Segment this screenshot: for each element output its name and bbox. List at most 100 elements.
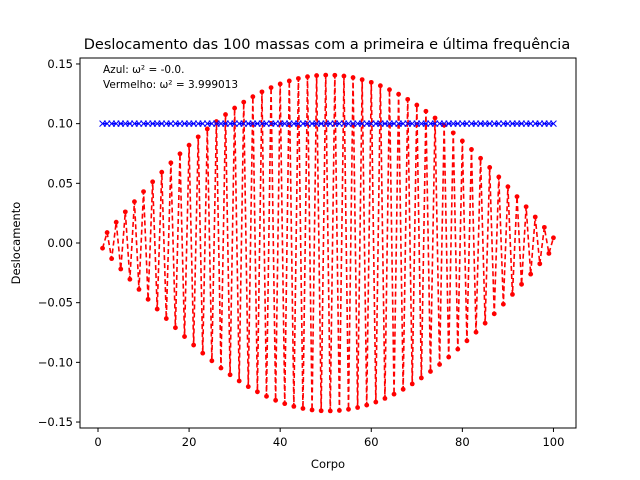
y-tick-label: −0.05 xyxy=(38,296,73,310)
data-point-red xyxy=(514,194,520,200)
data-point-red xyxy=(428,369,433,374)
data-point-red xyxy=(327,408,333,414)
data-point-red xyxy=(496,174,502,180)
data-point-red xyxy=(182,334,187,339)
data-point-red xyxy=(510,292,515,297)
data-point-red xyxy=(373,399,379,405)
x-axis: 0 20 40 60 80 100 xyxy=(94,428,564,449)
data-point-red xyxy=(141,189,146,195)
data-point-red xyxy=(127,276,133,282)
data-point-red xyxy=(259,89,265,95)
y-tick-label: 0.15 xyxy=(47,57,73,71)
y-tick-label: 0.10 xyxy=(47,117,73,131)
data-point-red xyxy=(537,261,543,267)
data-point-red xyxy=(273,397,279,403)
y-tick-label: 0.00 xyxy=(47,236,73,250)
data-point-red xyxy=(346,406,351,412)
data-point-red xyxy=(250,94,256,100)
x-tick-label: 20 xyxy=(182,435,197,449)
data-point-red xyxy=(505,184,511,190)
data-point-red xyxy=(309,407,315,413)
data-point-red xyxy=(163,316,169,321)
data-point-red xyxy=(418,375,424,381)
data-point-red xyxy=(300,406,306,411)
data-point-red xyxy=(382,396,388,401)
data-point-red xyxy=(136,287,142,292)
data-point-red xyxy=(168,160,174,166)
data-point-red xyxy=(482,320,488,326)
data-point-red xyxy=(523,204,529,210)
data-point-red xyxy=(154,306,160,312)
data-point-red xyxy=(341,73,347,79)
data-point-red xyxy=(268,85,274,90)
data-point-red xyxy=(305,74,310,80)
data-point-red xyxy=(113,219,119,225)
data-point-red xyxy=(423,108,429,114)
data-point-red xyxy=(241,99,247,105)
data-point-red xyxy=(200,350,206,356)
data-point-red xyxy=(464,338,470,344)
data-point-red xyxy=(487,165,493,170)
data-point-red xyxy=(405,96,411,102)
data-point-red xyxy=(318,408,324,414)
data-point-red xyxy=(396,91,401,97)
data-point-red xyxy=(359,77,365,83)
data-point-red xyxy=(323,72,329,78)
data-point-red xyxy=(409,381,415,387)
data-point-red xyxy=(177,151,183,157)
data-point-red xyxy=(255,389,260,395)
annotation-red: Vermelho: ω² = 3.999013 xyxy=(103,79,238,91)
x-tick-label: 40 xyxy=(273,435,288,449)
data-point-red xyxy=(469,147,474,152)
data-point-red xyxy=(286,78,292,84)
data-point-red xyxy=(541,224,547,230)
data-point-red xyxy=(150,179,156,185)
data-point-red xyxy=(277,81,283,87)
data-point-red xyxy=(441,122,447,128)
data-point-red xyxy=(223,112,228,117)
data-point-red xyxy=(118,266,124,272)
data-point-red xyxy=(414,102,420,108)
data-point-red xyxy=(473,329,479,335)
y-tick-label: 0.05 xyxy=(47,176,73,190)
data-point-red xyxy=(391,391,397,397)
data-point-red xyxy=(282,401,288,407)
y-axis-label: Deslocamento xyxy=(9,202,23,285)
data-point-red xyxy=(400,386,406,392)
data-point-red xyxy=(546,251,552,256)
x-tick-label: 60 xyxy=(364,435,379,449)
chart-title: Deslocamento das 100 massas com a primei… xyxy=(84,37,570,53)
data-point-red xyxy=(368,79,374,85)
data-point-red xyxy=(446,354,452,360)
data-point-red xyxy=(491,311,497,317)
data-point-red xyxy=(122,209,128,215)
data-point-red xyxy=(132,199,137,205)
x-axis-label: Corpo xyxy=(311,457,345,471)
data-point-red xyxy=(355,405,361,410)
data-point-red xyxy=(227,372,233,378)
data-point-red xyxy=(291,403,297,409)
annotation-blue: Azul: ω² = -0.0. xyxy=(103,64,184,76)
data-point-red xyxy=(195,134,201,140)
data-point-red xyxy=(450,130,456,136)
data-point-red xyxy=(350,75,356,80)
data-point-red xyxy=(186,142,192,148)
data-point-red xyxy=(295,76,301,81)
series-line-red xyxy=(101,75,555,411)
data-point-red xyxy=(500,301,506,307)
data-point-red xyxy=(387,87,392,93)
x-tick-label: 80 xyxy=(455,435,470,449)
data-point-red xyxy=(455,346,461,352)
data-point-red xyxy=(364,402,370,408)
data-point-red xyxy=(145,296,151,302)
data-point-red xyxy=(173,325,178,331)
data-point-red xyxy=(532,214,538,220)
data-point-red xyxy=(528,271,534,277)
data-point-red xyxy=(104,230,110,235)
y-tick-label: −0.15 xyxy=(38,415,73,429)
data-point-red xyxy=(264,393,269,399)
data-point-red xyxy=(478,155,483,161)
data-point-red xyxy=(551,235,556,241)
x-tick-label: 100 xyxy=(542,435,564,449)
data-point-red xyxy=(204,126,210,132)
